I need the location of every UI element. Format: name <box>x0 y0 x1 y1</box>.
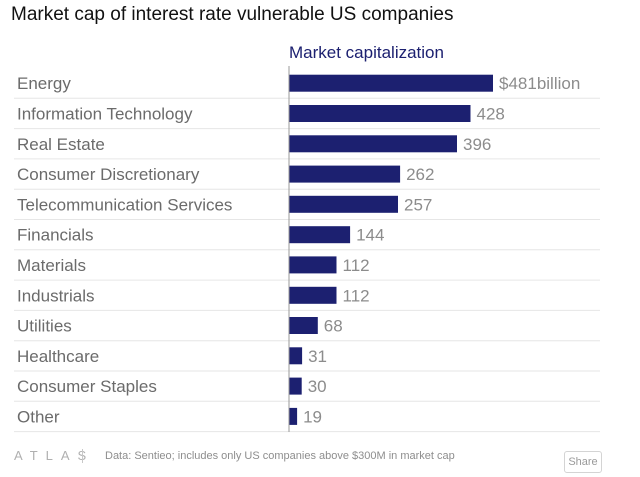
category-label: Utilities <box>17 317 72 336</box>
bar-chart: Market capitalization Energy $481billion In… <box>14 43 600 433</box>
value-label: 112 <box>343 286 370 305</box>
bar <box>289 407 298 425</box>
category-label: Information Technology <box>17 105 193 124</box>
bar <box>289 165 401 183</box>
category-label: Materials <box>17 256 86 275</box>
value-label: 68 <box>324 317 343 336</box>
bar <box>289 347 303 365</box>
value-label: 112 <box>343 256 370 275</box>
atlas-logo: ATLAS <box>14 448 95 463</box>
category-label: Consumer Discretionary <box>17 165 200 184</box>
bar <box>289 105 471 122</box>
series-header: Market capitalization <box>289 43 444 62</box>
value-label: $481billion <box>499 74 580 93</box>
category-label: Industrials <box>17 286 94 305</box>
value-label: 30 <box>308 377 327 396</box>
value-label: 262 <box>406 165 434 184</box>
bar <box>289 256 337 274</box>
bar <box>289 286 337 304</box>
category-label: Energy <box>17 74 71 93</box>
bar <box>289 135 457 153</box>
value-label: 144 <box>356 226 384 245</box>
source-note: Data: Sentieo; includes only US companie… <box>105 450 455 462</box>
value-label: 31 <box>308 347 327 366</box>
value-label: 428 <box>477 105 505 124</box>
bar <box>289 226 351 244</box>
value-label: 396 <box>463 135 491 154</box>
bar <box>289 195 398 213</box>
footer: ATLAS Data: Sentieo; includes only US co… <box>0 448 640 477</box>
category-label: Healthcare <box>17 347 99 366</box>
value-label: 19 <box>303 407 322 426</box>
bar <box>289 317 318 334</box>
category-label: Consumer Staples <box>17 377 157 396</box>
value-label: 257 <box>404 195 432 214</box>
footer-divider <box>82 449 83 463</box>
category-label: Real Estate <box>17 135 105 154</box>
chart-title: Market cap of interest rate vulnerable U… <box>11 4 454 25</box>
share-button[interactable]: Share <box>564 451 602 473</box>
bar <box>289 377 302 395</box>
category-label: Other <box>17 407 60 426</box>
category-label: Financials <box>17 226 94 245</box>
category-label: Telecommunication Services <box>17 195 232 214</box>
bar <box>289 74 493 92</box>
